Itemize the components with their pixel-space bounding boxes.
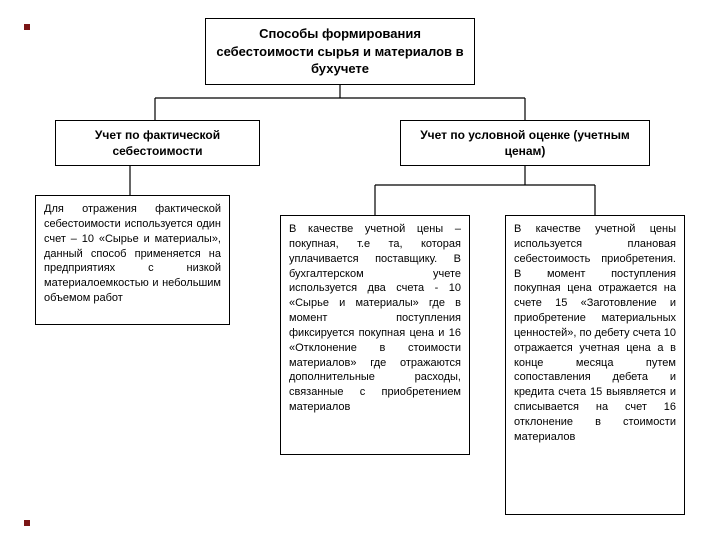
- slide-bullet-bottom: [24, 520, 30, 526]
- box-a-text: Для отражения фактической себестоимости …: [44, 203, 221, 304]
- title-box: Способы формирования себестоимости сырья…: [205, 18, 475, 85]
- left-header-box: Учет по фактической себестоимости: [55, 120, 260, 166]
- right-header-box: Учет по условной оценке (учетным ценам): [400, 120, 650, 166]
- title-text: Способы формирования себестоимости сырья…: [216, 26, 463, 76]
- box-c-text: В качестве учетной цены используется пла…: [514, 223, 676, 443]
- box-a: Для отражения фактической себестоимости …: [35, 195, 230, 325]
- left-header-text: Учет по фактической себестоимости: [95, 128, 220, 158]
- slide-bullet-top: [24, 24, 30, 30]
- box-b: В качестве учетной цены – покупная, т.е …: [280, 215, 470, 455]
- box-b-text: В качестве учетной цены – покупная, т.е …: [289, 223, 461, 413]
- right-header-text: Учет по условной оценке (учетным ценам): [420, 128, 630, 158]
- box-c: В качестве учетной цены используется пла…: [505, 215, 685, 515]
